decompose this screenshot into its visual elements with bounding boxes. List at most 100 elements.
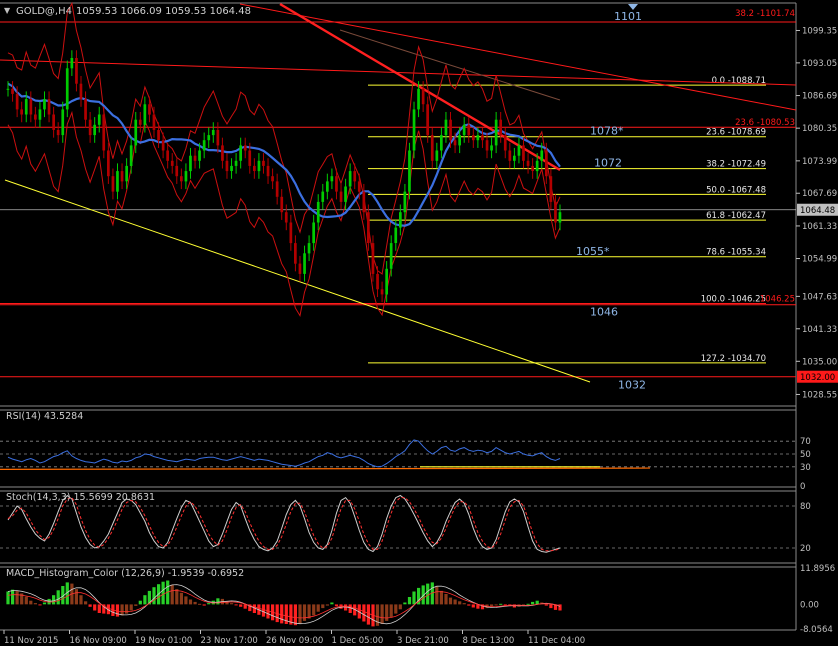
macd-histogram-bar [503, 604, 507, 606]
moving-average-brown [339, 29, 561, 101]
candle-body [307, 243, 311, 254]
macd-histogram-bar [476, 604, 480, 609]
chart-menu-arrow[interactable]: ▼ [4, 6, 11, 15]
candle-body [116, 171, 119, 192]
rsi-panel[interactable]: 70 50 30 0 [0, 437, 811, 492]
macd-histogram-bar [531, 601, 535, 605]
candle-body [494, 119, 498, 146]
macd-histogram-bar [175, 589, 179, 605]
rsi-tick-label: 0 [800, 482, 805, 492]
candle-body [280, 196, 284, 213]
x-tick-label: 26 Nov 09:00 [266, 636, 323, 646]
fib-level-label: 38.2 -1072.49 [706, 160, 766, 170]
candle-body [467, 124, 471, 136]
candle-body [294, 243, 297, 264]
candle-body [326, 181, 329, 192]
candle-body [129, 145, 133, 166]
macd-histogram-bar [42, 602, 47, 605]
current-price-tag-label: 1064.48 [800, 206, 835, 216]
macd-histogram-bar [407, 597, 412, 605]
macd-histogram-bar [330, 602, 334, 605]
candle-body [207, 135, 211, 141]
chart-shift-marker-icon[interactable] [628, 4, 638, 10]
candle-body [531, 165, 534, 171]
macd-histogram-bar [56, 590, 60, 605]
macd-histogram-bar [494, 604, 498, 606]
candle-body [180, 176, 183, 182]
macd-histogram-bar [549, 604, 553, 609]
rsi-tick-label: 50 [800, 450, 811, 460]
x-tick-label: 8 Dec 13:00 [463, 636, 515, 646]
candle-body [239, 145, 242, 161]
candle-body [56, 130, 60, 136]
macd-panel[interactable]: 11.8956 0.00 -8.0564 [6, 564, 835, 635]
macd-histogram-bar [125, 604, 129, 614]
macd-histogram-bar [138, 600, 142, 605]
fib-level-label: 78.6 -1055.34 [706, 248, 766, 258]
macd-title: MACD_Histogram_Color (12,26,9) -1.9539 -… [6, 568, 244, 579]
macd-histogram-bar [334, 604, 339, 607]
candle-body [225, 160, 229, 172]
candle-body [15, 94, 19, 110]
macd-histogram-bar [6, 591, 10, 605]
macd-histogram-bar [289, 604, 293, 625]
macd-histogram-bar [417, 587, 421, 605]
candle-body [271, 176, 274, 182]
macd-histogram-bar [15, 590, 19, 605]
candle-body [65, 68, 69, 110]
macd-histogram-bar [184, 596, 188, 605]
macd-histogram-bar [385, 604, 389, 621]
macd-histogram-bar [480, 604, 485, 610]
stoch-panel[interactable]: 80 20 [0, 494, 811, 555]
candle-body [248, 150, 252, 166]
candle-body [152, 114, 156, 130]
macd-histogram-bar [74, 589, 78, 605]
macd-histogram-bar [448, 597, 453, 605]
candle-body [312, 222, 315, 244]
macd-histogram-bar [234, 604, 238, 606]
candle-body [344, 186, 347, 202]
macd-histogram-bar [412, 591, 416, 605]
macd-histogram-bar [193, 601, 197, 605]
macd-histogram-bar [33, 603, 37, 605]
x-tick-label: 19 Nov 01:00 [135, 636, 192, 646]
candle-body [170, 160, 174, 166]
y-tick-label: 1041.33 [802, 325, 837, 335]
macd-histogram-bar [20, 593, 24, 605]
support-trendline [4, 179, 591, 383]
candle-body [24, 99, 28, 115]
macd-histogram-bar [24, 596, 28, 605]
candle-body [517, 145, 521, 156]
macd-histogram-bar [435, 586, 439, 605]
y-tick-label: 1080.35 [802, 124, 837, 134]
candle-body [449, 119, 452, 141]
macd-histogram-bar [11, 589, 15, 605]
candle-body [193, 155, 197, 161]
macd-histogram-bar [161, 581, 165, 605]
x-tick-label: 16 Nov 09:00 [70, 636, 127, 646]
candle-body [61, 109, 65, 136]
candle-body [6, 88, 10, 90]
candle-body [52, 114, 55, 130]
candle-body [526, 160, 530, 166]
price-panel[interactable]: 0.0 -1088.71 23.6 -1078.69 38.2 -1072.49 50… [0, 1, 838, 392]
candle-body [93, 124, 96, 136]
macd-histogram-bar [353, 604, 357, 616]
macd-histogram-bar [284, 604, 288, 624]
candle-body [289, 222, 293, 244]
candle-body [262, 160, 265, 166]
candle-body [394, 227, 398, 243]
macd-histogram-bar [293, 604, 297, 626]
y-tick-label: 1047.63 [802, 292, 837, 302]
macd-histogram-bar [170, 584, 174, 605]
macd-histogram-bar [29, 600, 33, 605]
macd-histogram-bar [362, 604, 366, 622]
macd-histogram-bar [380, 604, 384, 624]
macd-histogram-bar [248, 604, 252, 612]
fib-level-label: 61.8 -1062.47 [706, 211, 766, 221]
red-price-tag [797, 370, 838, 383]
macd-histogram-bar [239, 604, 243, 607]
candle-body [29, 99, 33, 115]
candle-body [380, 289, 384, 295]
